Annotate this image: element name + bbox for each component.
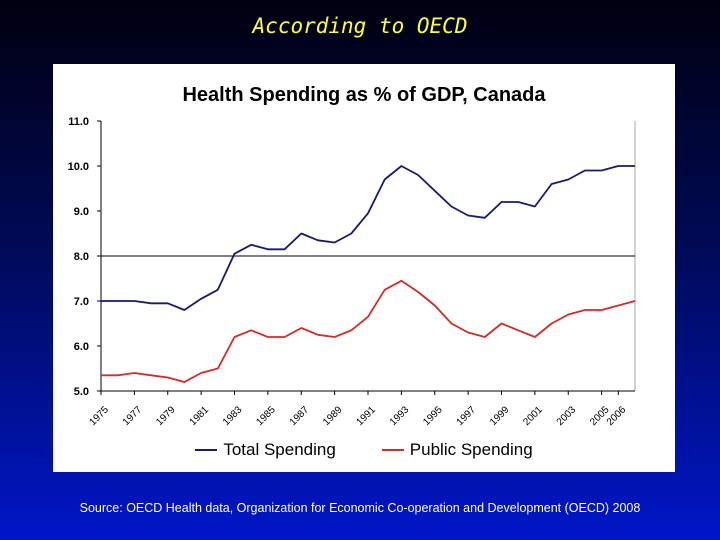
- chart-title: Health Spending as % of GDP, Canada: [182, 84, 546, 106]
- series-line-total: [101, 165, 635, 311]
- x-tick-label: 1993: [388, 404, 412, 428]
- legend-label-public: Public Spending: [409, 440, 533, 459]
- source-note: Source: OECD Health data, Organization f…: [79, 501, 641, 515]
- x-tick-label: 1995: [421, 404, 445, 428]
- x-tick-label: 1983: [221, 404, 245, 428]
- y-tick-label: 8.0: [74, 251, 89, 263]
- y-tick-label: 6.0: [74, 341, 89, 353]
- x-tick-label: 1997: [455, 404, 479, 428]
- chart-panel: Health Spending as % of GDP, Canada 5.0 6…: [53, 64, 675, 472]
- x-tick-label: 1989: [321, 404, 345, 428]
- y-tick-label: 5.0: [74, 386, 89, 398]
- x-tick-label: 2006: [605, 404, 629, 428]
- legend-swatch-public: [381, 449, 404, 451]
- x-tick-label: 1987: [288, 404, 312, 428]
- line-chart: 5.0 6.0 7.0 8.0 9.0 10.0 11.0 1975 1977 1979 1981 1…: [68, 116, 636, 428]
- y-tick-label: 9.0: [74, 206, 89, 218]
- series-line-public: [101, 279, 636, 383]
- legend-label-total: Total Spending: [223, 440, 336, 459]
- chart-legend: Total Spending Public Spending: [53, 440, 675, 460]
- x-tick-label: 2003: [555, 404, 579, 428]
- y-tick-label: 11.0: [68, 116, 89, 128]
- legend-item-total: Total Spending: [195, 440, 336, 460]
- slide-title: According to OECD: [252, 14, 468, 38]
- y-tick-label: 10.0: [68, 161, 89, 173]
- x-tick-label: 1991: [354, 404, 378, 428]
- x-tick-label: 1975: [87, 404, 111, 428]
- y-tick-label: 7.0: [74, 296, 89, 308]
- x-tick-label: 1977: [121, 404, 145, 428]
- x-tick-label: 2001: [521, 404, 545, 428]
- x-tick-label: 1979: [154, 404, 178, 428]
- legend-item-public: Public Spending: [381, 440, 533, 460]
- legend-swatch-total: [195, 449, 218, 451]
- x-tick-label: 1981: [188, 404, 212, 428]
- x-tick-label: 1985: [254, 404, 278, 428]
- x-tick-label: 1999: [488, 404, 512, 428]
